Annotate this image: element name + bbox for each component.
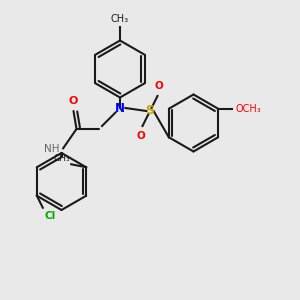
Text: O: O (69, 97, 78, 106)
Text: NH: NH (44, 144, 59, 154)
Text: OCH₃: OCH₃ (235, 104, 261, 114)
Text: O: O (154, 81, 164, 91)
Text: Cl: Cl (44, 211, 56, 221)
Text: CH₃: CH₃ (111, 14, 129, 24)
Text: CH₃: CH₃ (53, 154, 70, 163)
Text: O: O (136, 131, 146, 141)
Text: N: N (115, 101, 125, 115)
Text: S: S (146, 104, 154, 118)
